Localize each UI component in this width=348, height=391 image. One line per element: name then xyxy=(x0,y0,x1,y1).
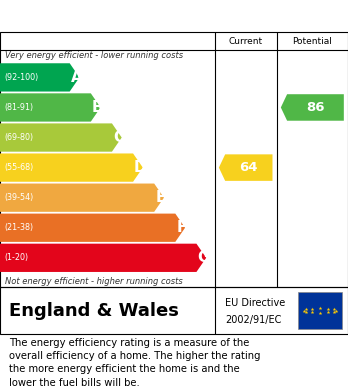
Polygon shape xyxy=(0,93,101,122)
Text: 64: 64 xyxy=(239,161,258,174)
Text: G: G xyxy=(198,250,210,265)
Polygon shape xyxy=(0,153,143,182)
Text: The energy efficiency rating is a measure of the
overall efficiency of a home. T: The energy efficiency rating is a measur… xyxy=(9,338,260,387)
Text: (55-68): (55-68) xyxy=(4,163,33,172)
Polygon shape xyxy=(0,63,79,91)
Text: A: A xyxy=(71,70,82,85)
Polygon shape xyxy=(0,244,206,272)
Text: Not energy efficient - higher running costs: Not energy efficient - higher running co… xyxy=(5,276,183,285)
Text: (21-38): (21-38) xyxy=(4,223,33,232)
Polygon shape xyxy=(0,213,185,242)
Text: Energy Efficiency Rating: Energy Efficiency Rating xyxy=(9,9,230,23)
Text: 86: 86 xyxy=(306,101,325,114)
Text: (69-80): (69-80) xyxy=(4,133,33,142)
Text: (81-91): (81-91) xyxy=(4,103,33,112)
Text: EU Directive: EU Directive xyxy=(225,298,285,308)
Text: (39-54): (39-54) xyxy=(4,193,33,202)
Text: (92-100): (92-100) xyxy=(4,73,38,82)
Text: Potential: Potential xyxy=(292,36,332,45)
Text: D: D xyxy=(134,160,147,175)
Text: C: C xyxy=(113,130,124,145)
Polygon shape xyxy=(0,183,164,212)
Bar xyxy=(298,292,342,329)
Text: B: B xyxy=(92,100,103,115)
Text: F: F xyxy=(176,220,187,235)
Text: England & Wales: England & Wales xyxy=(9,301,179,319)
Polygon shape xyxy=(219,154,272,181)
Polygon shape xyxy=(0,124,122,152)
Text: E: E xyxy=(155,190,166,205)
Text: (1-20): (1-20) xyxy=(4,253,28,262)
Text: Very energy efficient - lower running costs: Very energy efficient - lower running co… xyxy=(5,52,183,61)
Polygon shape xyxy=(281,94,344,121)
Text: Current: Current xyxy=(229,36,263,45)
Text: 2002/91/EC: 2002/91/EC xyxy=(225,315,282,325)
